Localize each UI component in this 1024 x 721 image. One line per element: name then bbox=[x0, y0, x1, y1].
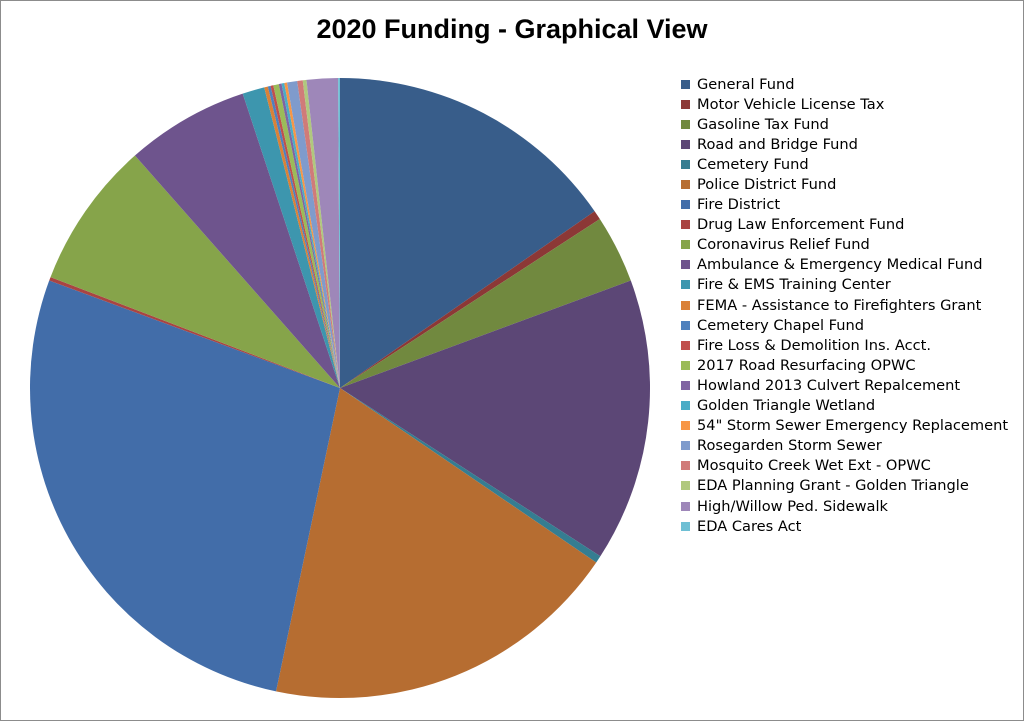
legend-swatch bbox=[681, 300, 690, 310]
legend-label: Golden Triangle Wetland bbox=[697, 397, 876, 415]
legend-swatch bbox=[681, 180, 690, 190]
legend-label: EDA Cares Act bbox=[697, 517, 802, 535]
legend-label: Ambulance & Emergency Medical Fund bbox=[697, 256, 983, 274]
legend-swatch bbox=[681, 99, 690, 109]
legend-swatch bbox=[681, 481, 690, 491]
legend-label: Motor Vehicle License Tax bbox=[697, 95, 885, 113]
pie-slice-18 bbox=[287, 80, 340, 388]
legend-label: FEMA - Assistance to Firefighters Grant bbox=[697, 296, 982, 314]
legend-label: EDA Planning Grant - Golden Triangle bbox=[697, 477, 969, 495]
pie-slice-5 bbox=[276, 388, 597, 699]
legend-item-9: Ambulance & Emergency Medical Fund bbox=[681, 255, 1008, 275]
pie-slice-7 bbox=[49, 277, 341, 388]
pie-slice-9 bbox=[134, 93, 340, 389]
pie-slice-17 bbox=[284, 82, 340, 388]
legend-item-16: Golden Triangle Wetland bbox=[681, 396, 1008, 416]
pie-slice-14 bbox=[273, 84, 340, 389]
legend-label: Gasoline Tax Fund bbox=[697, 115, 829, 133]
legend-swatch bbox=[681, 380, 690, 390]
legend-swatch bbox=[681, 240, 690, 250]
pie-slice-19 bbox=[297, 80, 340, 388]
legend-label: Drug Law Enforcement Fund bbox=[697, 216, 905, 234]
pie-slice-10 bbox=[242, 87, 340, 388]
chart-title: 2020 Funding - Graphical View bbox=[316, 14, 708, 44]
legend-label: Fire District bbox=[697, 196, 781, 214]
legend-label: 2017 Road Resurfacing OPWC bbox=[697, 356, 916, 374]
legend-item-13: Fire Loss & Demolition Ins. Acct. bbox=[681, 335, 1008, 355]
legend-label: Fire Loss & Demolition Ins. Acct. bbox=[697, 336, 931, 354]
legend-item-18: Rosegarden Storm Sewer bbox=[681, 436, 1008, 456]
legend-swatch bbox=[681, 119, 690, 129]
pie-slice-1 bbox=[340, 211, 600, 388]
pie-slice-12 bbox=[267, 85, 340, 388]
legend-item-17: 54" Storm Sewer Emergency Replacement bbox=[681, 416, 1008, 436]
legend-item-10: Fire & EMS Training Center bbox=[681, 275, 1008, 295]
legend-swatch bbox=[681, 421, 690, 431]
legend-swatch bbox=[681, 320, 690, 330]
pie-slice-3 bbox=[340, 280, 651, 557]
legend-swatch bbox=[681, 139, 690, 149]
legend-label: Police District Fund bbox=[697, 176, 837, 194]
chart-legend: General Fund Motor Vehicle License Tax Gas… bbox=[681, 74, 1008, 536]
legend-item-14: 2017 Road Resurfacing OPWC bbox=[681, 355, 1008, 375]
legend-label: Cemetery Chapel Fund bbox=[697, 316, 865, 334]
legend-item-22: EDA Cares Act bbox=[681, 516, 1008, 536]
legend-item-1: Motor Vehicle License Tax bbox=[681, 94, 1008, 114]
legend-swatch bbox=[681, 360, 690, 370]
legend-item-6: Fire District bbox=[681, 195, 1008, 215]
legend-item-19: Mosquito Creek Wet Ext - OPWC bbox=[681, 456, 1008, 476]
pie-slice-11 bbox=[264, 86, 340, 389]
legend-swatch bbox=[681, 200, 690, 210]
pie-slice-4 bbox=[340, 388, 601, 563]
legend-label: Rosegarden Storm Sewer bbox=[697, 437, 882, 455]
pie-slice-2 bbox=[340, 218, 631, 388]
legend-item-7: Drug Law Enforcement Fund bbox=[681, 215, 1008, 235]
legend-label: High/Willow Ped. Sidewalk bbox=[697, 497, 888, 515]
legend-swatch bbox=[681, 501, 690, 511]
legend-label: 54" Storm Sewer Emergency Replacement bbox=[697, 417, 1009, 435]
legend-label: Cemetery Fund bbox=[697, 155, 809, 173]
legend-item-4: Cemetery Fund bbox=[681, 154, 1008, 174]
legend-label: Road and Bridge Fund bbox=[697, 135, 858, 153]
legend-label: Mosquito Creek Wet Ext - OPWC bbox=[697, 457, 931, 475]
pie-slice-6 bbox=[29, 280, 341, 692]
legend-item-15: Howland 2013 Culvert Repalcement bbox=[681, 375, 1008, 395]
legend-swatch bbox=[681, 280, 690, 290]
legend-swatch bbox=[681, 521, 690, 531]
pie-slice-20 bbox=[302, 79, 340, 388]
legend-item-8: Coronavirus Relief Fund bbox=[681, 235, 1008, 255]
legend-item-5: Police District Fund bbox=[681, 174, 1008, 194]
pie-slice-0 bbox=[340, 78, 595, 388]
legend-item-3: Road and Bridge Fund bbox=[681, 134, 1008, 154]
legend-swatch bbox=[681, 220, 690, 230]
pie-slice-8 bbox=[50, 155, 340, 388]
pie-slice-15 bbox=[278, 83, 340, 388]
pie-slice-16 bbox=[281, 83, 340, 389]
pie-slice-13 bbox=[270, 85, 340, 388]
legend-swatch bbox=[681, 401, 690, 411]
legend-item-11: FEMA - Assistance to Firefighters Grant bbox=[681, 295, 1008, 315]
legend-item-12: Cemetery Chapel Fund bbox=[681, 315, 1008, 335]
legend-swatch bbox=[681, 159, 690, 169]
legend-swatch bbox=[681, 461, 690, 471]
legend-label: Fire & EMS Training Center bbox=[697, 276, 891, 294]
legend-swatch bbox=[681, 340, 690, 350]
legend-label: Howland 2013 Culvert Repalcement bbox=[697, 376, 961, 394]
legend-item-0: General Fund bbox=[681, 74, 1008, 94]
pie-slice-22 bbox=[338, 78, 340, 388]
legend-swatch bbox=[681, 260, 690, 270]
legend-item-2: Gasoline Tax Fund bbox=[681, 114, 1008, 134]
legend-item-20: EDA Planning Grant - Golden Triangle bbox=[681, 476, 1008, 496]
legend-item-21: High/Willow Ped. Sidewalk bbox=[681, 496, 1008, 516]
legend-label: Coronavirus Relief Fund bbox=[697, 236, 870, 254]
legend-swatch bbox=[681, 79, 690, 89]
pie-slice-21 bbox=[306, 78, 340, 388]
legend-label: General Fund bbox=[697, 75, 795, 93]
legend-swatch bbox=[681, 441, 690, 451]
